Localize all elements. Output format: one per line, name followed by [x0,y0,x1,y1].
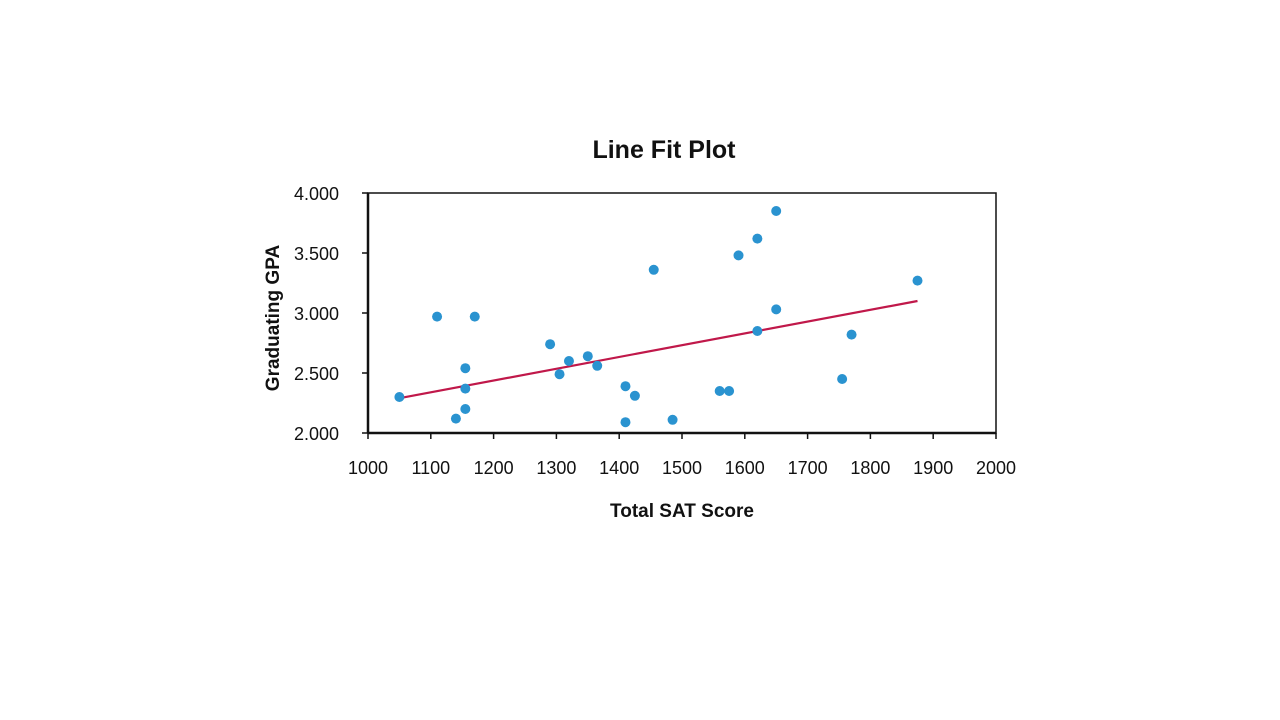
data-point [724,386,735,396]
data-point [667,414,678,425]
x-axis-title: Total SAT Score [610,501,754,522]
data-point [582,351,593,362]
data-point [460,363,471,374]
y-tick-label: 2.000 [294,424,339,444]
data-point [545,339,556,350]
x-tick-label: 1200 [474,458,514,478]
data-point [771,206,782,216]
data-point [592,360,603,371]
data-point [432,311,443,322]
x-tick-label: 1400 [599,458,639,478]
x-tick-label: 1800 [850,458,890,478]
data-point [563,356,574,366]
x-tick-label: 1100 [411,458,450,478]
data-point [620,417,631,428]
fit-line [399,299,918,400]
data-point [460,404,471,414]
data-point [648,264,659,275]
y-tick-label: 4.000 [294,184,339,204]
data-point [394,392,405,402]
x-tick-label: 1000 [348,458,388,478]
points-layer [394,206,923,428]
y-tick-label: 3.000 [294,304,339,324]
data-point [771,304,782,315]
x-tick-label: 2000 [976,458,1016,478]
data-point [733,250,744,261]
data-point [554,369,565,380]
data-point [837,374,848,384]
x-tick-label: 1700 [788,458,828,478]
y-axis-ticks: 2.000 2.500 3.000 3.500 4.000 [294,184,368,444]
plot-frame [367,192,997,434]
chart-title: Line Fit Plot [592,136,736,164]
x-tick-label: 1500 [662,458,702,478]
x-tick-label: 1900 [913,458,953,478]
y-axis-title: Graduating GPA [263,245,284,392]
data-point [620,381,631,392]
x-tick-label: 1300 [536,458,576,478]
data-point [469,311,480,322]
x-axis-ticks: 1000 1100 1200 1300 1400 1500 1600 1700 1800 1900… [348,433,1016,478]
data-point [752,326,763,336]
data-point [460,383,471,394]
data-point [629,390,640,401]
x-tick-label: 1600 [725,458,765,478]
y-tick-label: 3.500 [294,244,339,264]
y-tick-label: 2.500 [294,364,339,384]
fit-line-layer [399,299,918,400]
data-point [752,233,763,244]
data-point [846,329,857,340]
data-point [450,413,461,424]
data-point [714,386,725,396]
data-point [912,275,923,286]
